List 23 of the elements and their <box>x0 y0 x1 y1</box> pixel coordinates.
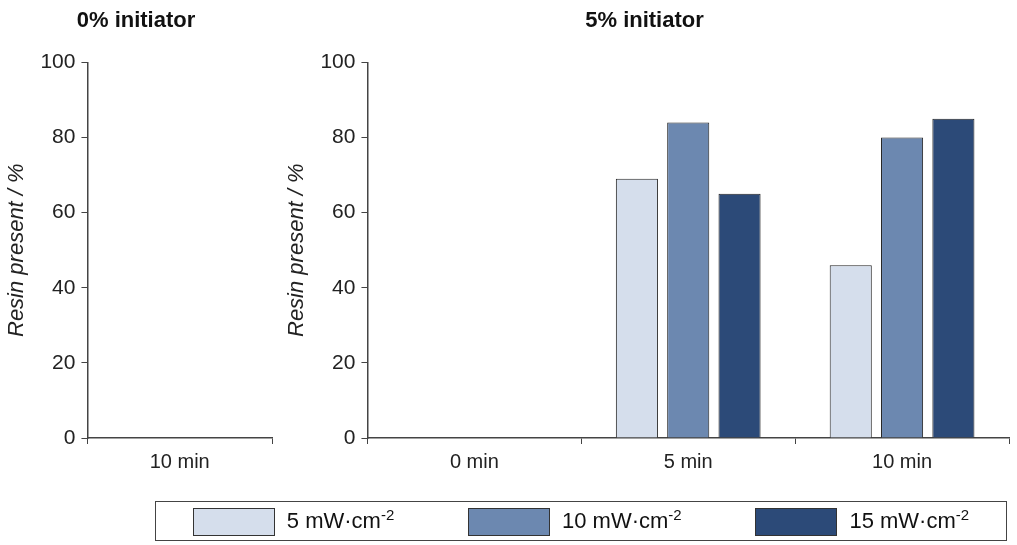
y-tick-label: 100 <box>320 49 356 73</box>
y-tick-label: 60 <box>332 199 356 223</box>
legend-label: 5 mW·cm$^{-2}$ <box>286 505 395 534</box>
y-tick-label: 20 <box>332 349 356 373</box>
legend-label: 15 mW·cm$^{-2}$ <box>849 505 970 534</box>
chart-title: 5% initiator <box>585 7 705 33</box>
x-tick-label: 0 min <box>449 449 499 472</box>
y-axis-title: Resin present / % <box>283 163 309 338</box>
x-tick-label: 10 min <box>149 449 210 472</box>
y-tick-label: 100 <box>40 49 76 73</box>
y-tick-label: 60 <box>52 199 76 223</box>
y-tick-label: 20 <box>52 349 76 373</box>
y-tick-label: 40 <box>332 274 356 298</box>
x-tick-label: 10 min <box>872 449 933 472</box>
legend-label: 10 mW·cm$^{-2}$ <box>562 505 682 534</box>
y-axis-title: Resin present / % <box>3 163 29 338</box>
x-tick-label: 5 min <box>663 449 713 472</box>
y-tick-label: 0 <box>63 424 76 448</box>
chart-title: 0% initiator <box>76 7 196 33</box>
y-tick-label: 40 <box>52 274 76 298</box>
y-tick-label: 80 <box>52 124 76 148</box>
y-tick-label: 0 <box>343 424 356 448</box>
y-tick-label: 80 <box>332 124 356 148</box>
